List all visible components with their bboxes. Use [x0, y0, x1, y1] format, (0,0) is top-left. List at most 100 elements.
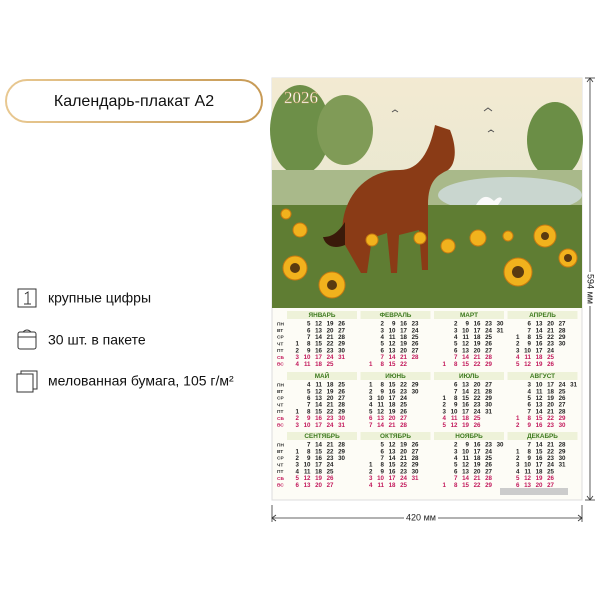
- poster-year: 2026: [284, 88, 318, 107]
- day-number: 2: [369, 388, 373, 395]
- day-number: 15: [315, 448, 322, 455]
- month-header-bg: [507, 372, 578, 380]
- day-number: 21: [389, 422, 396, 429]
- day-number: 12: [451, 422, 458, 429]
- day-number: 8: [528, 448, 532, 455]
- day-number: 17: [315, 462, 322, 469]
- day-number: 17: [389, 395, 396, 402]
- weekday-label: СБ: [277, 355, 284, 361]
- day-number: 23: [474, 402, 481, 409]
- weekday-label: ЧТ: [277, 462, 283, 468]
- day-number: 11: [524, 468, 531, 475]
- month-name: ИЮНЬ: [385, 373, 406, 380]
- day-number: 15: [462, 395, 469, 402]
- feature: мелованная бумага, 105 г/м²: [48, 373, 234, 389]
- day-number: 17: [315, 354, 322, 361]
- day-number: 15: [389, 382, 396, 389]
- month-name: МАЙ: [315, 371, 330, 380]
- day-number: 10: [524, 347, 531, 354]
- day-number: 30: [559, 422, 566, 429]
- day-number: 3: [296, 422, 300, 429]
- feature: 30 шт. в пакете: [48, 332, 146, 348]
- day-number: 15: [462, 482, 469, 489]
- day-number: 23: [547, 341, 554, 348]
- day-number: 21: [400, 354, 407, 361]
- day-number: 30: [497, 321, 504, 328]
- day-number: 6: [307, 327, 311, 334]
- day-number: 11: [377, 482, 384, 489]
- weekday-label: ПН: [277, 382, 284, 388]
- day-number: 21: [547, 408, 554, 415]
- day-number: 22: [474, 361, 481, 368]
- day-number: 28: [485, 475, 492, 482]
- day-number: 10: [524, 462, 531, 469]
- day-number: 26: [485, 341, 492, 348]
- weekday-label: ВС: [277, 482, 284, 488]
- day-number: 19: [536, 361, 543, 368]
- day-number: 18: [315, 361, 322, 368]
- day-number: 7: [307, 442, 311, 449]
- weekday-label: ПН: [277, 442, 284, 448]
- day-number: 27: [485, 468, 492, 475]
- day-number: 31: [559, 462, 566, 469]
- day-number: 14: [462, 475, 469, 482]
- day-number: 28: [338, 334, 345, 341]
- month-name: ФЕВРАЛЬ: [380, 312, 412, 319]
- day-number: 17: [547, 382, 554, 389]
- day-number: 3: [443, 408, 447, 415]
- day-number: 22: [400, 361, 407, 368]
- day-number: 15: [315, 408, 322, 415]
- day-number: 14: [536, 408, 543, 415]
- day-number: 1: [369, 462, 373, 469]
- month-name: СЕНТЯБРЬ: [304, 433, 340, 440]
- day-number: 14: [315, 442, 322, 449]
- day-number: 28: [485, 354, 492, 361]
- day-number: 30: [338, 455, 345, 462]
- day-number: 5: [454, 462, 458, 469]
- month-name: ЯНВАРЬ: [309, 312, 336, 319]
- day-number: 3: [296, 354, 300, 361]
- day-number: 4: [454, 334, 458, 341]
- day-number: 18: [327, 382, 334, 389]
- month-header-bg: [360, 372, 431, 380]
- day-number: 4: [454, 455, 458, 462]
- day-number: 13: [462, 382, 469, 389]
- day-number: 8: [528, 334, 532, 341]
- day-number: 8: [454, 395, 458, 402]
- day-number: 11: [389, 334, 396, 341]
- day-number: 25: [400, 482, 407, 489]
- day-number: 13: [389, 448, 396, 455]
- day-number: 11: [462, 455, 469, 462]
- day-number: 2: [381, 321, 385, 328]
- day-number: 3: [369, 395, 373, 402]
- day-number: 26: [559, 395, 566, 402]
- day-number: 14: [536, 442, 543, 449]
- weekday-label: ПН: [277, 321, 284, 327]
- day-number: 6: [381, 448, 385, 455]
- day-number: 7: [307, 334, 311, 341]
- month-name: ИЮЛЬ: [459, 373, 479, 380]
- day-number: 28: [412, 354, 419, 361]
- day-number: 5: [307, 321, 311, 328]
- day-number: 9: [307, 415, 311, 422]
- day-number: 3: [516, 462, 520, 469]
- day-number: 30: [559, 455, 566, 462]
- weekday-label: ЧТ: [277, 341, 283, 347]
- day-number: 6: [369, 415, 373, 422]
- day-number: 29: [338, 448, 345, 455]
- day-number: 31: [338, 422, 345, 429]
- day-number: 17: [474, 448, 481, 455]
- day-number: 30: [497, 442, 504, 449]
- day-number: 26: [474, 422, 481, 429]
- day-number: 7: [307, 402, 311, 409]
- day-number: 27: [338, 395, 345, 402]
- day-number: 2: [369, 468, 373, 475]
- day-number: 29: [412, 462, 419, 469]
- day-number: 6: [528, 402, 532, 409]
- day-number: 18: [315, 468, 322, 475]
- day-number: 23: [400, 468, 407, 475]
- day-number: 6: [528, 321, 532, 328]
- month-name: НОЯБРЬ: [455, 433, 483, 440]
- day-number: 28: [338, 442, 345, 449]
- day-number: 20: [474, 468, 481, 475]
